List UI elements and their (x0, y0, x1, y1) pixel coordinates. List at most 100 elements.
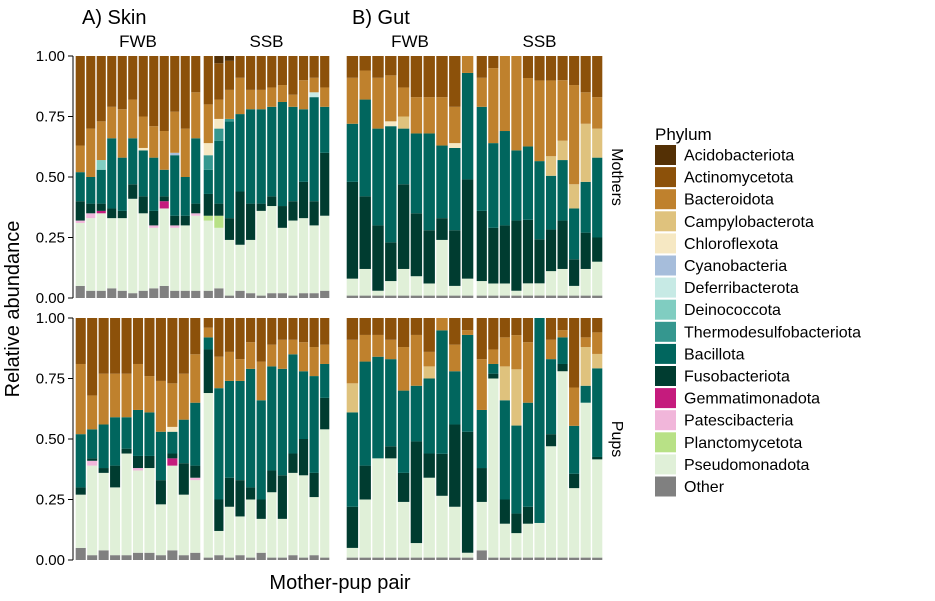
bar-segment-chloroflexota (203, 143, 213, 156)
legend-swatch (655, 189, 676, 210)
bar-segment-thermodesulfobacteriota (214, 128, 224, 141)
bar-segment-actinomycetota (159, 56, 169, 132)
bar-segment-fusobacteriota (98, 468, 109, 473)
bar-segment-fusobacteriota (298, 181, 309, 219)
stacked-bar (256, 56, 266, 298)
stacked-bar (320, 318, 330, 560)
bar-segment-bacteroidota (277, 339, 287, 369)
bar-segment-other (277, 557, 287, 560)
bar-segment-bacillota (488, 143, 499, 228)
bar-segment-fusobacteriota (569, 259, 580, 286)
bar-segment-bacteroidota (277, 85, 287, 102)
bar-segment-bacillota (159, 169, 169, 197)
bar-segment-actinomycetota (235, 56, 245, 78)
bar-segment-bacillota (346, 123, 359, 182)
bar-segment-pseudomonadota (149, 227, 159, 289)
bar-segment-bacillota (214, 388, 224, 500)
legend-swatch (655, 277, 676, 298)
bar-segment-actinomycetota (277, 318, 287, 340)
bar-segment-pseudomonadota (511, 533, 522, 558)
bar-segment-pseudomonadota (277, 518, 287, 558)
stacked-bar (256, 318, 266, 560)
bar-segment-other (522, 557, 534, 560)
bar-segment-bacillota (423, 133, 435, 231)
bar-segment-bacillota (144, 412, 155, 456)
facet-strip-fwb: FWB (391, 32, 429, 51)
bar-segment-bacillota (449, 371, 461, 425)
bar-segment-bacteroidota (372, 77, 384, 129)
stacked-bar (144, 318, 155, 560)
bar-segment-bacteroidota (423, 97, 435, 134)
bar-segment-bacillota (178, 419, 189, 464)
bar-segment-bacteroidota (476, 359, 487, 410)
bar-segment-actinomycetota (309, 56, 319, 78)
stacked-bar (138, 56, 148, 298)
bar-segment-other (117, 290, 127, 298)
bar-segment-actinomycetota (107, 56, 117, 107)
bar-segment-bacteroidota (121, 373, 132, 418)
bar-segment-bacillota (511, 425, 522, 514)
bar-segment-pseudomonadota (423, 477, 435, 558)
bar-segment-pseudomonadota (461, 552, 474, 558)
stacked-bar (191, 56, 201, 298)
bar-segment-other (87, 555, 98, 560)
stacked-bar (372, 318, 384, 560)
bar-segment-actinomycetota (410, 318, 423, 335)
bar-segment-bacillota (155, 431, 166, 481)
facet-skin-pups-ssb (203, 318, 330, 560)
bar-segment-chloroflexota (167, 426, 178, 432)
bar-segment-pseudomonadota (522, 523, 534, 558)
bar-segment-other (267, 293, 277, 298)
stacked-bar (522, 318, 534, 560)
bar-segment-bacillota (110, 417, 121, 466)
stacked-bar (320, 56, 330, 298)
bar-segment-bacillota (499, 400, 510, 500)
stacked-bar (476, 318, 487, 560)
stacked-bar (592, 318, 603, 560)
bar-segment-pseudomonadota (178, 494, 189, 556)
bar-segment-actinomycetota (423, 56, 435, 98)
bar-segment-fusobacteriota (461, 431, 474, 553)
stacked-bar (534, 56, 545, 298)
bar-segment-actinomycetota (592, 318, 603, 333)
bar-segment-bacteroidota (580, 337, 591, 348)
bar-segment-other (461, 557, 474, 560)
bar-segment-bacillota (298, 109, 309, 182)
bar-segment-fusobacteriota (545, 229, 557, 272)
bar-segment-pseudomonadota (545, 446, 557, 558)
bar-segment-other (397, 295, 410, 298)
bar-segment-pseudomonadota (155, 504, 166, 556)
bar-segment-fusobacteriota (86, 203, 96, 214)
bar-segment-other (592, 557, 603, 560)
bar-segment-bacillota (235, 380, 245, 481)
bar-segment-fusobacteriota (449, 424, 461, 507)
facet-background (203, 56, 330, 298)
legend-swatch (655, 299, 676, 320)
bar-segment-pseudomonadota (298, 475, 309, 558)
bar-segment-fusobacteriota (499, 225, 510, 284)
legend-swatch (655, 388, 676, 409)
stacked-bar (110, 318, 121, 560)
bar-segment-fusobacteriota (580, 232, 591, 269)
bar-segment-pseudomonadota (449, 285, 461, 296)
bar-segment-pseudomonadota (410, 276, 423, 296)
bar-segment-other (449, 557, 461, 560)
bar-segment-pseudomonadota (320, 215, 330, 291)
legend-item-actinomycetota: Actinomycetota (655, 167, 793, 188)
stacked-bar (545, 318, 557, 560)
bar-segment-other (385, 557, 397, 560)
bar-segment-other (224, 295, 235, 298)
bar-segment-fusobacteriota (75, 487, 86, 495)
bar-segment-actinomycetota (246, 56, 256, 90)
bar-segment-bacteroidota (359, 334, 371, 362)
bar-segment-fusobacteriota (522, 219, 534, 284)
bar-segment-campylobacterota (580, 123, 591, 182)
bar-segment-bacillota (203, 169, 213, 194)
bar-segment-bacillota (180, 177, 190, 216)
bar-segment-actinomycetota (346, 56, 359, 78)
bar-segment-chloroflexota (214, 118, 224, 129)
stacked-bar (359, 318, 371, 560)
bar-segment-pseudomonadota (346, 278, 359, 296)
bar-segment-bacillota (267, 366, 277, 471)
